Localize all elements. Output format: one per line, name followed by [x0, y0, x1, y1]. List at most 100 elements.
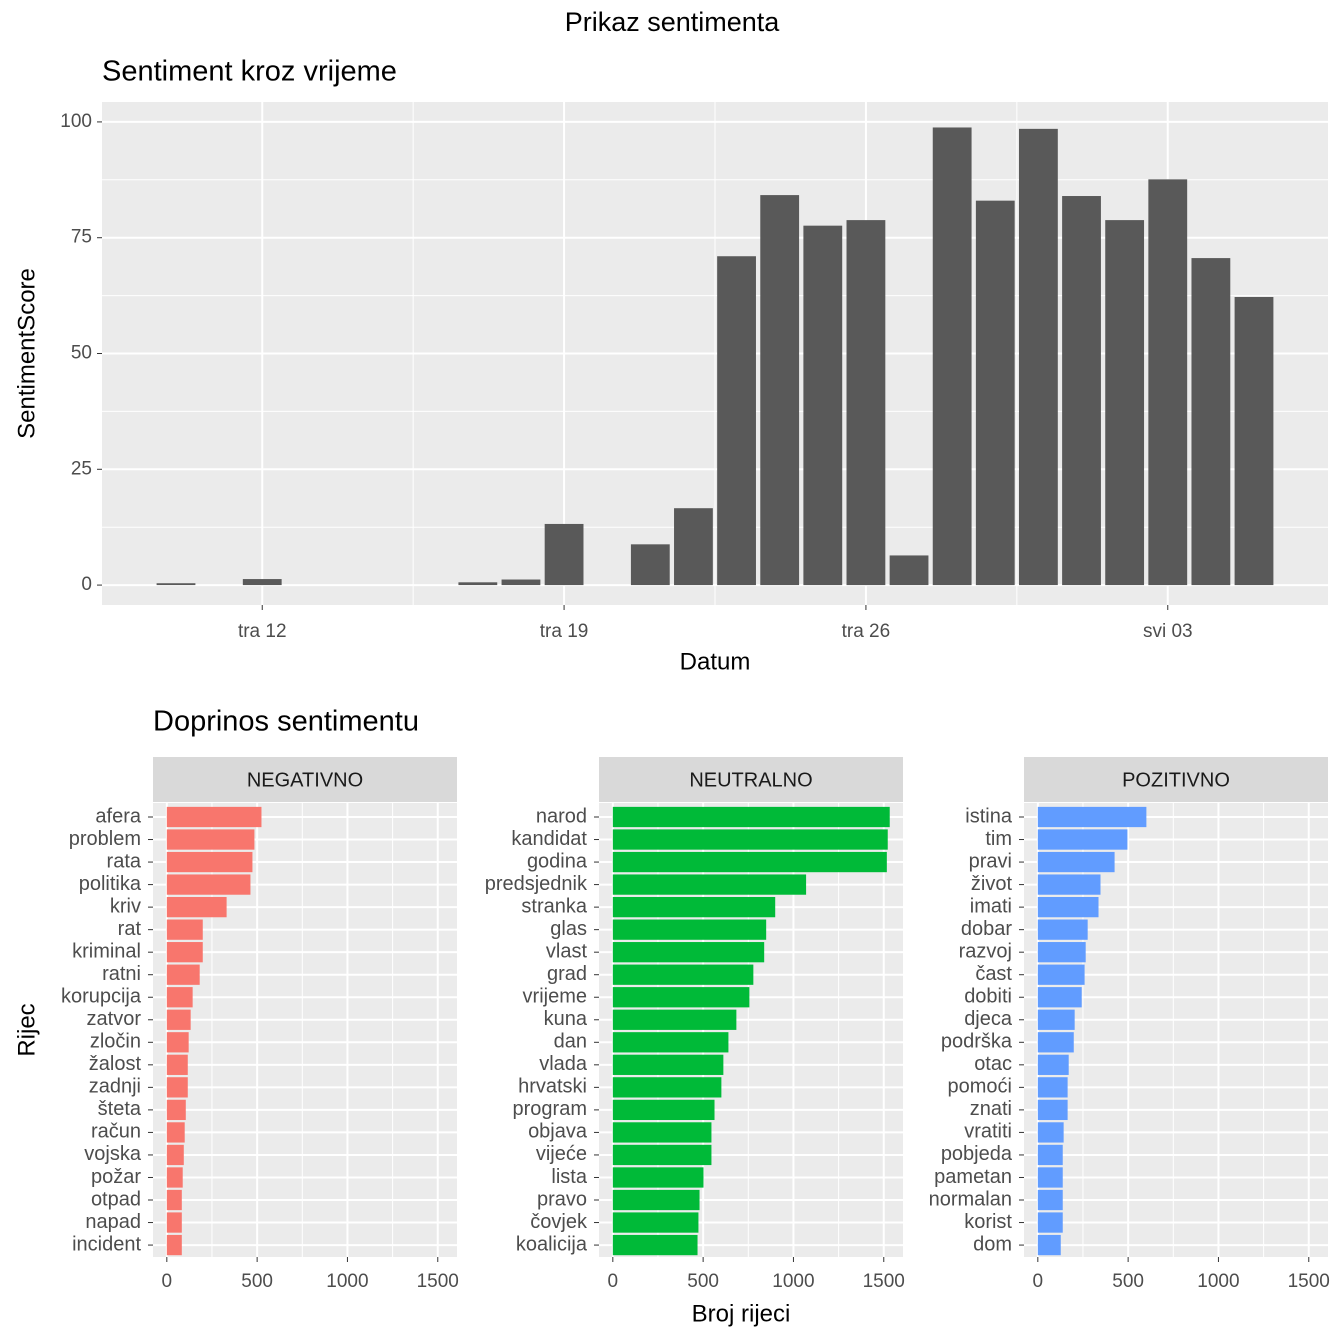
bar: [612, 1189, 700, 1211]
bar: [975, 200, 1015, 586]
x-tick-label: 500: [241, 1271, 273, 1292]
bar: [760, 195, 800, 586]
bar: [166, 987, 193, 1008]
bar: [630, 544, 670, 586]
bar: [803, 225, 843, 586]
strip-label: NEUTRALNO: [689, 769, 812, 791]
y-tick-label: život: [971, 873, 1013, 895]
bar: [612, 829, 888, 850]
y-tick-label: šteta: [98, 1098, 142, 1120]
bar: [612, 942, 765, 963]
x-tick-label: 1500: [417, 1271, 459, 1292]
bar: [1037, 1032, 1074, 1053]
y-tick-label: pravo: [537, 1188, 587, 1210]
y-tick-label: tim: [985, 828, 1012, 850]
bar: [1037, 1099, 1068, 1121]
y-tick-label: rata: [107, 850, 142, 872]
x-axis-title: Broj rijeci: [692, 1300, 791, 1327]
y-tick-label: djeca: [964, 1008, 1013, 1030]
x-tick-label: 0: [162, 1271, 173, 1292]
bar: [1037, 1122, 1064, 1143]
bar: [166, 1212, 182, 1233]
x-tick-label: tra 12: [238, 621, 287, 642]
x-tick-label: 1000: [326, 1271, 368, 1292]
y-tick-label: pobjeda: [941, 1143, 1013, 1165]
y-tick-label: 100: [60, 111, 92, 132]
page-title: Prikaz sentimenta: [565, 7, 781, 37]
bar: [1037, 1077, 1068, 1098]
bar: [166, 1009, 191, 1030]
y-tick-label: otpad: [91, 1188, 141, 1210]
y-tick-label: vratiti: [964, 1121, 1012, 1143]
bar: [544, 523, 584, 586]
y-axis-title: SentimentScore: [13, 268, 40, 439]
bar: [612, 1234, 698, 1256]
y-tick-label: korupcija: [61, 986, 142, 1008]
y-tick-label: otac: [974, 1053, 1012, 1075]
bar: [1037, 964, 1085, 985]
bar: [674, 508, 713, 586]
bar: [612, 1009, 737, 1030]
y-tick-label: narod: [536, 805, 587, 827]
x-tick-label: 1000: [1197, 1271, 1239, 1292]
y-tick-label: dobiti: [964, 986, 1012, 1008]
y-tick-label: glas: [550, 918, 587, 940]
bar: [612, 874, 807, 895]
y-tick-label: afera: [95, 805, 141, 827]
bar: [1105, 220, 1145, 586]
bar: [166, 964, 200, 985]
bar: [1037, 1009, 1075, 1030]
bar: [166, 919, 203, 940]
bar: [166, 1032, 189, 1053]
bar: [612, 1212, 699, 1233]
bar: [612, 919, 767, 940]
bar: [1037, 1144, 1063, 1166]
y-tick-label: vojska: [84, 1143, 142, 1165]
bar: [166, 1234, 182, 1256]
y-tick-label: politika: [79, 873, 142, 895]
y-tick-label: normalan: [929, 1188, 1012, 1210]
bar: [612, 1054, 724, 1075]
y-tick-label: pomoći: [948, 1076, 1012, 1098]
y-tick-label: dobar: [961, 918, 1012, 940]
bar: [717, 256, 756, 586]
strip-background: [153, 757, 457, 802]
y-tick-label: objava: [528, 1121, 588, 1143]
bar: [242, 579, 282, 586]
bar: [166, 1077, 188, 1098]
y-tick-label: žalost: [89, 1053, 142, 1075]
bar: [156, 583, 196, 586]
bar: [1037, 1189, 1063, 1211]
y-tick-label: korist: [964, 1211, 1012, 1233]
bar: [1037, 1234, 1061, 1256]
bar: [932, 127, 972, 586]
bar: [1037, 942, 1086, 963]
bar: [1037, 1054, 1069, 1075]
bar: [612, 1099, 715, 1121]
y-tick-label: kuna: [544, 1008, 588, 1030]
y-tick-label: pametan: [934, 1166, 1012, 1188]
bar: [166, 1122, 185, 1143]
bar: [1037, 806, 1147, 828]
y-tick-label: ratni: [102, 963, 141, 985]
y-tick-label: zadnji: [89, 1076, 141, 1098]
x-tick-label: 1500: [1288, 1271, 1330, 1292]
y-tick-label: kandidat: [511, 828, 587, 850]
y-tick-label: koalicija: [516, 1233, 588, 1255]
y-tick-label: 25: [71, 458, 92, 479]
y-tick-label: predsjednik: [485, 873, 588, 895]
x-tick-label: 1000: [772, 1271, 814, 1292]
x-tick-label: 0: [1033, 1271, 1044, 1292]
strip-label: NEGATIVNO: [247, 769, 363, 791]
x-tick-label: tra 19: [540, 621, 589, 642]
bar: [612, 1167, 704, 1188]
bar: [166, 1189, 182, 1211]
bar: [1018, 128, 1058, 586]
y-tick-label: čast: [975, 963, 1012, 985]
x-tick-label: svi 03: [1143, 621, 1193, 642]
y-tick-label: dom: [973, 1233, 1012, 1255]
x-tick-label: tra 26: [842, 621, 891, 642]
bar: [501, 579, 541, 586]
y-tick-label: napad: [85, 1211, 141, 1233]
bar: [1062, 196, 1101, 586]
